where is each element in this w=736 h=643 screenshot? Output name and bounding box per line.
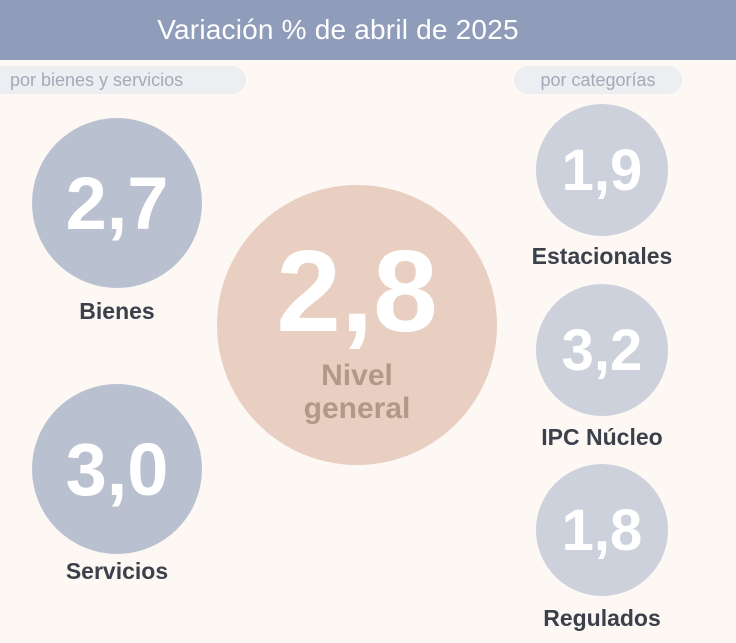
header-bar: Variación % de abril de 2025 xyxy=(0,0,736,60)
general-label: Nivel general xyxy=(304,359,411,425)
regulados-label: Regulados xyxy=(543,605,661,631)
bienes-circle: 2,7 xyxy=(32,118,202,288)
servicios-value: 3,0 xyxy=(65,427,169,511)
categories-tag: por categorías xyxy=(514,66,682,94)
regulados-circle: 1,8 xyxy=(536,464,668,596)
bienes-label: Bienes xyxy=(79,298,155,324)
servicios-label: Servicios xyxy=(65,558,169,584)
regulados-value: 1,8 xyxy=(561,497,643,563)
nucleo-value: 3,2 xyxy=(561,317,643,383)
servicios-circle: 3,0 xyxy=(32,384,202,554)
general-circle: 2,8 Nivel general xyxy=(217,185,497,465)
goods-services-tag: por bienes y servicios xyxy=(0,66,246,94)
general-label-line1: Nivel xyxy=(321,359,393,392)
estacionales-circle: 1,9 xyxy=(536,104,668,236)
estacionales-label: Estacionales xyxy=(531,243,673,269)
nucleo-label: IPC Núcleo xyxy=(541,424,663,450)
general-label-line2: general xyxy=(303,392,411,425)
general-value: 2,8 xyxy=(276,226,438,356)
estacionales-value: 1,9 xyxy=(561,137,643,203)
bienes-value: 2,7 xyxy=(65,161,169,245)
nucleo-circle: 3,2 xyxy=(536,284,668,416)
page-title: Variación % de abril de 2025 xyxy=(157,14,519,45)
